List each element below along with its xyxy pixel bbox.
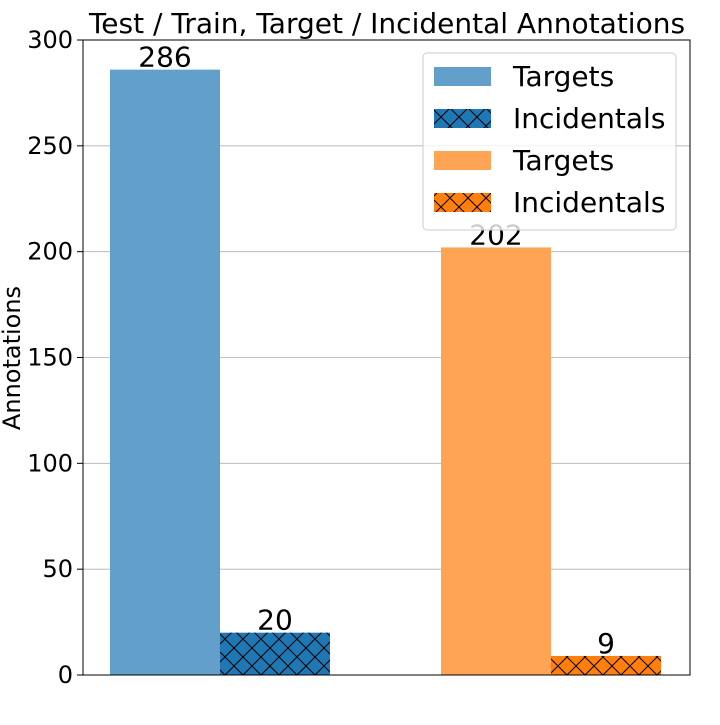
bar-value-label: 286 <box>138 41 191 74</box>
bar-targets <box>110 69 220 676</box>
y-tick-label: 100 <box>27 449 73 477</box>
legend-swatch <box>434 67 491 86</box>
legend-box <box>422 52 677 231</box>
bar-hatch <box>551 655 661 675</box>
y-tick-label: 150 <box>27 344 73 372</box>
y-tick-label: 50 <box>42 555 73 583</box>
legend-label: Targets <box>512 60 614 93</box>
bar-value-label: 9 <box>597 627 615 660</box>
y-tick-label: 250 <box>27 132 73 160</box>
legend-swatch-hatch <box>434 109 491 128</box>
y-tick-label: 200 <box>27 238 73 266</box>
y-tick-label: 300 <box>27 26 73 54</box>
legend-label: Incidentals <box>513 186 665 219</box>
legend-swatch-hatch <box>434 193 491 212</box>
y-tick-label: 0 <box>58 661 73 689</box>
legend-label: Incidentals <box>513 102 665 135</box>
y-axis-label: Annotations <box>0 286 26 430</box>
bar-value-label: 20 <box>257 604 293 637</box>
bar-targets <box>441 247 551 675</box>
chart-title: Test / Train, Target / Incidental Annota… <box>88 7 685 40</box>
bar-hatch <box>220 632 330 675</box>
legend-label: Targets <box>512 144 614 177</box>
legend-swatch <box>434 151 491 170</box>
